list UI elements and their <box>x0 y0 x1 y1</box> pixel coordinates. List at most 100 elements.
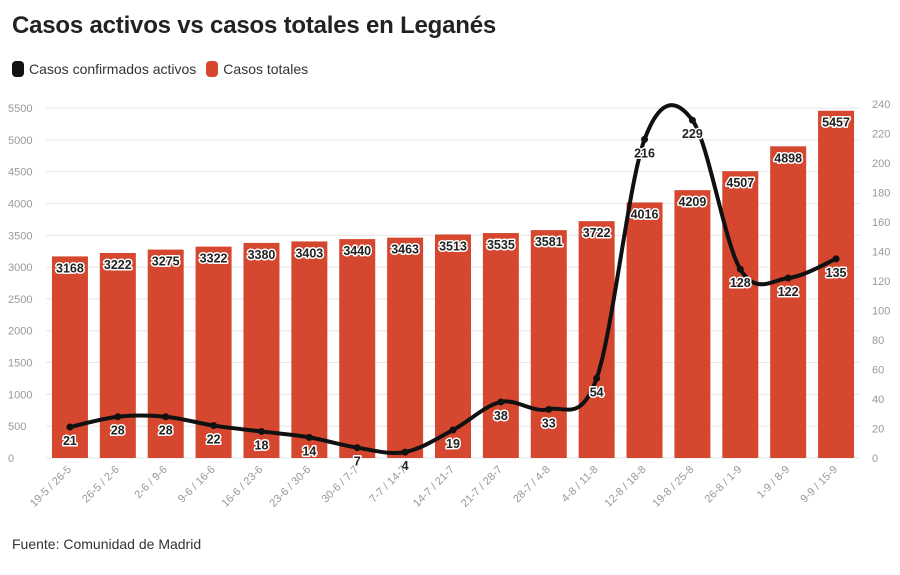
left-tick-label: 4000 <box>8 198 32 210</box>
line-point[interactable] <box>641 135 649 143</box>
right-tick-label: 20 <box>872 424 884 436</box>
line-point[interactable] <box>688 116 696 124</box>
legend-label-total: Casos totales <box>223 61 309 77</box>
line-value-label: 19 <box>446 437 460 451</box>
line-value-label: 229 <box>682 127 703 141</box>
line-value-label: 7 <box>354 455 361 469</box>
bar[interactable] <box>291 241 328 458</box>
left-tick-label: 3500 <box>8 230 32 242</box>
line-point[interactable] <box>66 423 74 431</box>
x-tick-label: 2-6 / 9-6 <box>132 464 169 501</box>
bar-value-label: 3275 <box>152 255 180 269</box>
bar-value-label: 5457 <box>822 116 850 130</box>
x-tick-label: 12-8 / 18-8 <box>603 464 649 510</box>
x-tick-label: 28-7 / 4-8 <box>511 464 553 506</box>
right-tick-label: 140 <box>872 247 890 259</box>
line-value-label: 216 <box>634 146 655 160</box>
right-tick-label: 220 <box>872 129 890 141</box>
line-value-label: 122 <box>778 285 799 299</box>
bar-value-label: 3722 <box>583 226 611 240</box>
bar-value-label: 3581 <box>535 235 563 249</box>
line-point[interactable] <box>114 413 122 421</box>
line-value-label: 135 <box>826 266 847 280</box>
line-point[interactable] <box>736 265 744 273</box>
bar[interactable] <box>626 202 663 458</box>
line-point[interactable] <box>784 274 792 282</box>
left-tick-label: 2500 <box>8 294 32 306</box>
bar[interactable] <box>770 146 807 459</box>
line-value-label: 128 <box>730 276 751 290</box>
x-tick-label: 26-8 / 1-9 <box>703 464 745 506</box>
bar[interactable] <box>578 221 615 458</box>
bar-value-label: 3535 <box>487 238 515 252</box>
line-value-label: 18 <box>255 438 269 452</box>
right-tick-label: 200 <box>872 158 890 170</box>
bar-value-label: 3168 <box>56 261 84 275</box>
legend-item-total[interactable]: Casos totales <box>206 61 308 77</box>
left-tick-label: 3000 <box>8 262 32 274</box>
bar[interactable] <box>147 249 184 458</box>
x-tick-label: 19-8 / 25-8 <box>650 464 696 510</box>
bar[interactable] <box>243 242 280 458</box>
chart-title: Casos activos vs casos totales en Legané… <box>12 12 497 39</box>
right-tick-label: 160 <box>872 217 890 229</box>
x-tick-label: 19-5 / 26-5 <box>28 464 74 510</box>
bar[interactable] <box>818 110 855 459</box>
line-point[interactable] <box>210 422 218 430</box>
line-labels: 21 28 28 22 18 14 7 4 19 38 33 54 216 229 128 122 135 <box>61 126 848 475</box>
line-value-label: 21 <box>63 434 77 448</box>
bar-value-label: 3440 <box>343 244 371 258</box>
line-value-label: 38 <box>494 409 508 423</box>
bar-value-label: 3380 <box>248 248 276 262</box>
x-tick-label: 9-6 / 16-6 <box>176 464 218 506</box>
bar[interactable] <box>674 190 711 458</box>
line-point[interactable] <box>449 426 457 434</box>
bar[interactable] <box>722 171 759 458</box>
line-value-label: 4 <box>402 459 409 473</box>
right-tick-label: 60 <box>872 365 884 377</box>
left-tick-label: 2000 <box>8 326 32 338</box>
line-value-label: 54 <box>590 385 604 399</box>
line-point[interactable] <box>257 427 265 435</box>
line-value-label: 28 <box>111 424 125 438</box>
x-tick-label: 1-9 / 8-9 <box>755 464 792 501</box>
line-point[interactable] <box>401 448 409 456</box>
line-value-label: 33 <box>542 416 556 430</box>
bar-value-label: 4016 <box>631 207 659 221</box>
right-tick-label: 40 <box>872 394 884 406</box>
bar[interactable] <box>530 230 567 458</box>
line-point[interactable] <box>545 405 553 413</box>
legend-swatch-active <box>12 61 24 77</box>
left-axis: 0 500 1000 1500 2000 2500 3000 3500 4000 4500 5000… <box>8 103 32 465</box>
line-value-label: 22 <box>207 433 221 447</box>
bar[interactable] <box>99 252 136 458</box>
bar-value-label: 4209 <box>679 195 707 209</box>
bar-value-label: 3322 <box>200 252 228 266</box>
line-series <box>66 103 840 456</box>
bar[interactable] <box>482 233 519 458</box>
x-tick-label: 9-9 / 15-9 <box>798 464 840 506</box>
bar-value-label: 4898 <box>774 151 802 165</box>
left-tick-label: 0 <box>8 453 14 465</box>
x-tick-label: 14-7 / 21-7 <box>411 464 457 510</box>
right-tick-label: 100 <box>872 306 890 318</box>
line-point[interactable] <box>832 255 840 263</box>
line-value-label: 28 <box>159 424 173 438</box>
legend-item-active[interactable]: Casos confirmados activos <box>12 61 196 77</box>
right-axis: 0 20 40 60 80 100 120 140 160 180 200 220 240 <box>872 99 890 465</box>
x-axis: 19-5 / 26-5 26-5 / 2-6 2-6 / 9-6 9-6 / 16-6… <box>28 464 840 510</box>
source-note: Fuente: Comunidad de Madrid <box>12 536 202 552</box>
x-tick-label: 26-5 / 2-6 <box>80 464 122 506</box>
line-point[interactable] <box>305 433 313 441</box>
line-point[interactable] <box>353 444 361 452</box>
line-point[interactable] <box>497 398 505 406</box>
x-tick-label: 7-7 / 14-7 <box>367 464 409 506</box>
left-tick-label: 4500 <box>8 167 32 179</box>
bar-labels: 3168 3222 3275 3322 3380 3403 3440 3463 3513 3535… <box>55 114 852 277</box>
bar[interactable] <box>387 237 424 458</box>
line-point[interactable] <box>593 374 601 382</box>
x-tick-label: 23-6 / 30-6 <box>267 464 313 510</box>
left-tick-label: 5000 <box>8 135 32 147</box>
bar[interactable] <box>339 239 376 458</box>
line-point[interactable] <box>162 413 170 421</box>
